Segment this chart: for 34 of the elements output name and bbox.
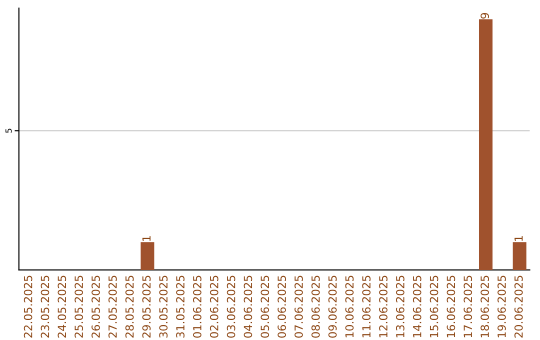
- x-tick-label: 14.06.2025: [412, 276, 422, 338]
- x-tick-label: 07.06.2025: [294, 276, 303, 338]
- x-tick-label: 03.06.2025: [226, 276, 236, 338]
- x-tick-label: 10.06.2025: [345, 276, 354, 338]
- x-tick-label: 16.06.2025: [446, 276, 456, 338]
- x-tick-label: 12.06.2025: [379, 276, 388, 338]
- x-tick-label: 01.06.2025: [193, 276, 202, 338]
- x-tick-label: 05.06.2025: [260, 276, 270, 338]
- x-tick-label: 15.06.2025: [430, 276, 438, 338]
- x-tick-label: 31.05.2025: [176, 276, 185, 338]
- x-tick-label: 04.06.2025: [244, 276, 252, 338]
- x-tick-label: 26.05.2025: [92, 276, 100, 338]
- x-tick-label: 30.05.2025: [159, 276, 168, 338]
- x-tick-label: 29.05.2025: [142, 276, 151, 338]
- x-tick-label: 22.05.2025: [24, 276, 32, 338]
- data-label: 1: [514, 236, 523, 241]
- x-tick-label: 19.06.2025: [497, 276, 506, 338]
- x-tick-label: 23.05.2025: [40, 276, 50, 338]
- x-tick-label: 27.05.2025: [108, 276, 117, 338]
- x-tick-label: 09.06.2025: [328, 276, 337, 338]
- x-tick-label: 18.06.2025: [480, 276, 489, 338]
- data-label: 1: [142, 236, 151, 241]
- x-tick-label: 06.06.2025: [278, 276, 286, 338]
- x-tick-label: 13.06.2025: [396, 276, 404, 338]
- x-tick-label: 02.06.2025: [210, 276, 218, 338]
- x-tick-label: 11.06.2025: [362, 276, 371, 338]
- y-tick-label: 5: [6, 128, 12, 133]
- x-tick-label: 24.05.2025: [58, 276, 66, 338]
- x-tick-label: 28.05.2025: [125, 276, 134, 338]
- x-tick-label: 08.06.2025: [311, 276, 320, 338]
- x-tick-label: 20.06.2025: [514, 276, 523, 338]
- data-label: 9: [480, 13, 489, 19]
- x-tick-label: 17.06.2025: [464, 276, 472, 338]
- x-tick-label: 25.05.2025: [74, 276, 84, 338]
